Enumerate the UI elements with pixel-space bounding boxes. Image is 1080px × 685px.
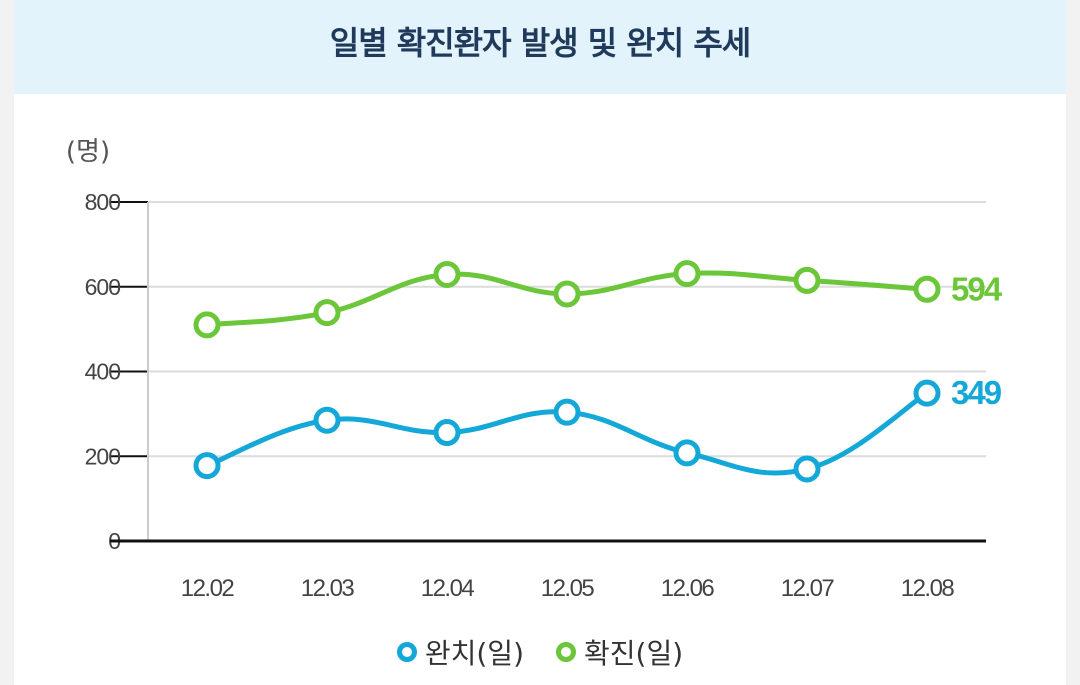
y-tick-label: 600: [85, 274, 121, 300]
data-point-confirmed: [433, 260, 461, 288]
y-tick-label: 400: [85, 359, 121, 385]
legend-label-confirmed: 확진(일): [584, 637, 684, 670]
chart-title: 일별 확진환자 발생 및 완치 추세: [329, 24, 751, 62]
data-point-confirmed: [793, 266, 821, 294]
x-tick-label: 12.08: [901, 575, 955, 602]
chart-legend: 완치(일) 확진(일): [0, 632, 1080, 672]
y-unit-label: (명): [66, 137, 110, 167]
legend-item-recovered: 완치(일): [396, 632, 524, 672]
end-label-recovered: 349: [951, 374, 1002, 411]
x-tick-label: 12.07: [781, 575, 835, 602]
data-point-recovered: [193, 452, 221, 480]
chart-card: 일별 확진환자 발생 및 완치 추세: [14, 0, 1066, 685]
title-bar: 일별 확진환자 발생 및 완치 추세: [14, 0, 1066, 94]
data-point-recovered: [793, 455, 821, 483]
x-tick-label: 12.03: [301, 575, 355, 602]
data-point-confirmed: [913, 275, 941, 303]
data-point-recovered: [913, 379, 941, 407]
data-point-recovered: [673, 439, 701, 467]
data-point-confirmed: [193, 311, 221, 339]
data-point-recovered: [553, 398, 581, 426]
legend-marker-recovered-icon: [396, 642, 417, 662]
legend-label-recovered: 완치(일): [424, 637, 524, 670]
x-tick-label: 12.04: [421, 575, 475, 602]
y-tick-label: 200: [85, 443, 121, 469]
x-tick-label: 12.05: [541, 575, 595, 602]
x-tick-label: 12.02: [181, 575, 235, 602]
data-point-confirmed: [673, 260, 701, 288]
data-point-recovered: [433, 419, 461, 447]
data-point-recovered: [313, 406, 341, 434]
legend-item-confirmed: 확진(일): [556, 632, 683, 672]
end-label-confirmed: 594: [951, 270, 1003, 307]
x-tick-label: 12.06: [661, 575, 715, 602]
y-tick-label: 800: [85, 189, 121, 215]
data-point-confirmed: [313, 299, 341, 327]
legend-marker-confirmed-icon: [556, 642, 576, 662]
data-point-confirmed: [553, 280, 581, 308]
